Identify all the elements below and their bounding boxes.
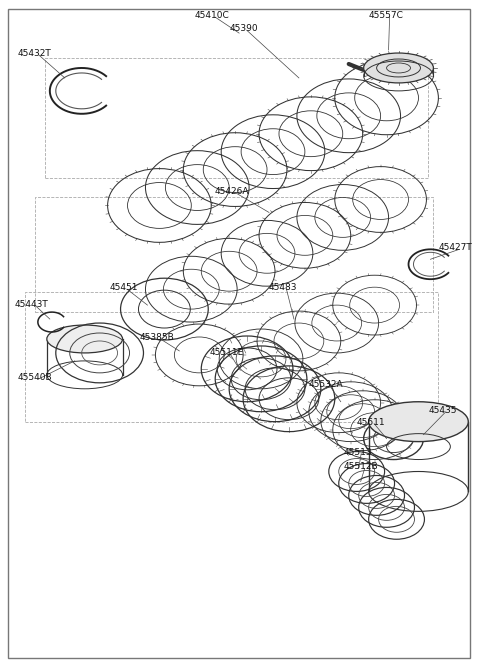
Text: 45511E: 45511E: [209, 348, 243, 357]
Ellipse shape: [47, 325, 122, 353]
Text: 45390: 45390: [229, 24, 258, 33]
Text: 45451: 45451: [109, 283, 138, 292]
Text: 45540B: 45540B: [18, 373, 52, 382]
Text: 45427T: 45427T: [438, 243, 472, 252]
Text: 45483: 45483: [269, 283, 298, 292]
Ellipse shape: [369, 402, 468, 442]
Text: 45512B: 45512B: [344, 462, 378, 472]
Ellipse shape: [364, 53, 433, 83]
Text: 45611: 45611: [357, 418, 385, 427]
Text: 45513: 45513: [344, 448, 372, 456]
Text: 45432T: 45432T: [18, 49, 52, 58]
Text: 45410C: 45410C: [194, 11, 229, 20]
Text: 45532A: 45532A: [309, 380, 344, 389]
Text: 45557C: 45557C: [369, 11, 404, 20]
Text: 45385B: 45385B: [140, 333, 174, 342]
Text: 45443T: 45443T: [15, 300, 48, 309]
Text: 45435: 45435: [429, 406, 457, 415]
Text: 45426A: 45426A: [214, 187, 249, 195]
